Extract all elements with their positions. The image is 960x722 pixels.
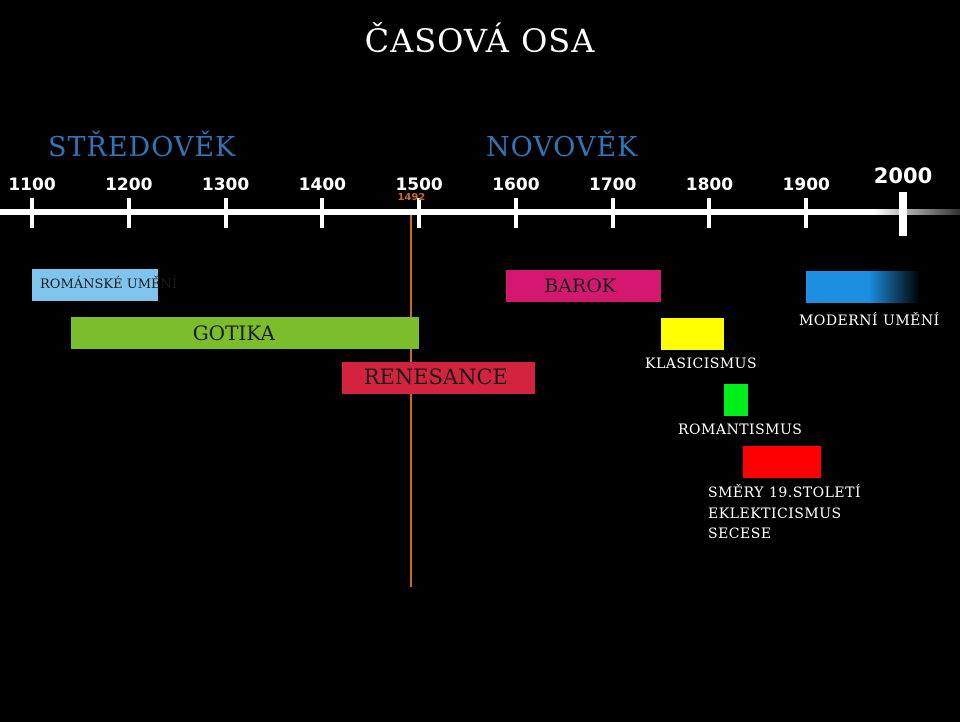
- period-bar-smery19: [743, 446, 821, 478]
- tick-label: 1600: [492, 175, 540, 195]
- tick-label: 1100: [8, 175, 56, 195]
- tick-label: 1300: [201, 175, 250, 195]
- tick-label: 1400: [298, 175, 346, 195]
- period-caption-klasicismus: KLASICISMUS: [645, 356, 758, 372]
- tick-label: 1800: [685, 175, 734, 195]
- marker-1492-label: 1492: [397, 192, 426, 203]
- axis-tick: [707, 198, 712, 228]
- slide-title: ČASOVÁ OSA: [364, 22, 596, 60]
- axis-tick: [513, 198, 518, 228]
- period-bar-gotika: GOTIKA: [70, 317, 420, 349]
- period-caption-secese: SECESE: [708, 526, 772, 542]
- period-bar-klasicismus: [661, 318, 724, 350]
- period-label-gotika: GOTIKA: [192, 321, 275, 345]
- period-caption-moderni: MODERNÍ UMĚNÍ: [799, 313, 940, 329]
- period-label-barok: BAROK: [544, 275, 616, 297]
- axis-tick: [804, 198, 809, 228]
- marker-1492-line: [410, 215, 413, 587]
- period-bar-renesance: RENESANCE: [341, 362, 536, 394]
- period-label-romanske: ROMÁNSKÉ UMĚNÍ: [40, 277, 178, 292]
- period-bar-moderni: [806, 271, 920, 303]
- axis-tick: [223, 198, 228, 228]
- period-caption-eklekticismus: EKLEKTICISMUS: [708, 506, 842, 522]
- tick-label: 1700: [588, 175, 637, 195]
- axis-tick: [610, 198, 615, 228]
- period-bar-romantismus: [723, 384, 749, 416]
- period-bar-romanske: ROMÁNSKÉ UMĚNÍ: [32, 269, 177, 301]
- period-caption-smery19: SMĚRY 19.STOLETÍ: [708, 485, 862, 501]
- era-label-stredovek: STŘEDOVĚK: [48, 132, 237, 163]
- period-label-renesance: RENESANCE: [363, 365, 508, 389]
- tick-label: 2000: [873, 164, 933, 188]
- tick-label: 1500: [395, 175, 443, 195]
- axis-tick: [30, 198, 34, 228]
- period-caption-romantismus: ROMANTISMUS: [678, 422, 803, 438]
- axis-tick: [320, 198, 325, 228]
- era-label-novovek: NOVOVĚK: [486, 132, 639, 163]
- axis-tick: [899, 192, 907, 236]
- timeline-axis: [0, 209, 960, 215]
- axis-tick: [417, 198, 422, 228]
- tick-label: 1900: [782, 175, 830, 195]
- period-bar-barok: BAROK: [506, 270, 662, 302]
- tick-label: 1200: [105, 175, 153, 195]
- axis-tick: [126, 198, 131, 228]
